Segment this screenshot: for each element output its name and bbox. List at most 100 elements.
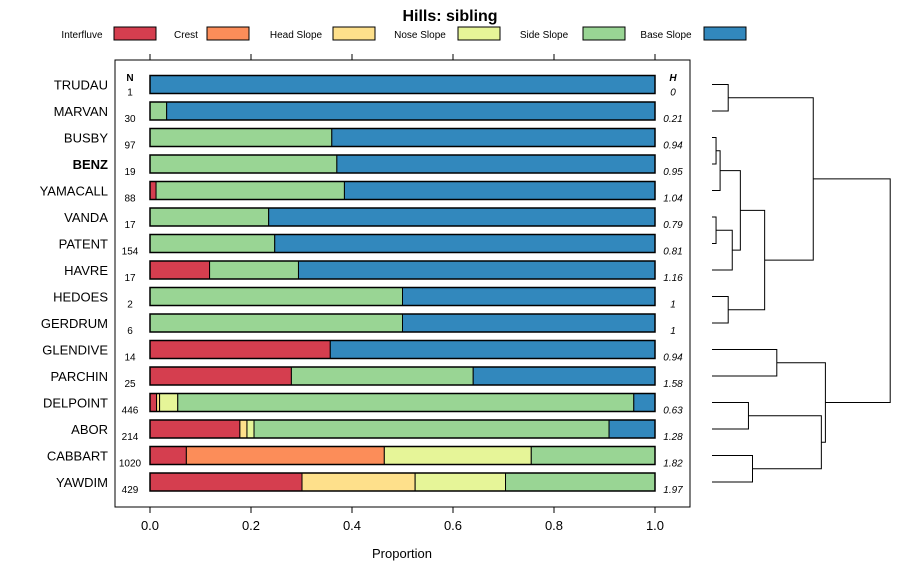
category-label: BENZ [73, 157, 108, 172]
legend-label-3: Head Slope [270, 30, 323, 41]
legend-label-1: Interfluve [61, 30, 103, 41]
n-value: 14 [124, 353, 136, 364]
dendrogram-branch-2 [712, 137, 717, 165]
n-value: 88 [124, 194, 136, 205]
bar-segment-side-slope [155, 181, 345, 200]
bar-segment-side-slope [505, 472, 656, 492]
legend-swatch-3 [332, 26, 376, 41]
category-label: HAVRE [64, 263, 108, 278]
n-value: 30 [124, 114, 136, 125]
x-tick-label-2: 0.2 [242, 518, 260, 533]
bar-segment-side-slope [149, 154, 338, 174]
bar-outline [149, 419, 656, 439]
bar-segment-side-slope [149, 313, 403, 333]
bar-outline [149, 472, 656, 492]
dendrogram-branch-1 [712, 84, 729, 112]
row-gerdrum: GERDRUM 6 1 [41, 313, 676, 337]
category-label: HEDOES [53, 290, 108, 305]
bar-segment-base-slope [268, 207, 656, 227]
bar-segment-base-slope [297, 260, 656, 280]
dendrogram [712, 84, 891, 483]
x-tick-label-6: 1.0 [646, 518, 664, 533]
bar-segment-side-slope [149, 207, 270, 227]
legend-swatch-6 [703, 26, 747, 41]
bar-segment-base-slope [402, 313, 656, 333]
row-yawdim: YAWDIM 429 1.97 [56, 472, 683, 496]
bar-segment-interfluve [149, 393, 158, 412]
category-label: TRUDAU [54, 78, 108, 93]
plot-frame [114, 59, 691, 508]
bar-segment-side-slope [177, 393, 635, 412]
h-value: 0.79 [663, 220, 683, 231]
bar-segment-base-slope [166, 101, 656, 121]
bar-segment-interfluve [149, 260, 211, 280]
bar-segment-side-slope [149, 234, 276, 253]
h-value: 0 [670, 88, 676, 99]
bar-segment-side-slope [149, 128, 333, 147]
row-patent: PATENT 154 0.81 [59, 233, 683, 258]
bar-segment-interfluve [149, 446, 187, 465]
dendrogram-branch-12 [712, 455, 753, 483]
h-value: 1 [670, 326, 676, 337]
chart-title: Hills: sibling [402, 8, 497, 25]
row-havre: HAVRE 17 1.16 [64, 260, 683, 284]
h-value: 1.97 [663, 485, 683, 496]
bar-outline [149, 180, 656, 201]
bar-segment-nose-slope [246, 419, 255, 439]
bar-outline [149, 260, 656, 280]
legend-swatch-2 [206, 26, 250, 41]
row-parchin: PARCHIN 25 1.58 [50, 366, 683, 390]
category-label: YAMACALL [40, 184, 108, 199]
category-label: PATENT [59, 237, 108, 252]
x-tick-label-4: 0.6 [444, 518, 462, 533]
top-axis-ticks [149, 54, 656, 60]
n-value: 429 [122, 485, 139, 496]
bar-segment-interfluve [149, 419, 241, 439]
dendrogram-branch-9 [728, 97, 814, 261]
h-value: 0.94 [663, 141, 683, 152]
bar-segment-base-slope [149, 75, 656, 94]
category-label: GERDRUM [41, 316, 108, 331]
n-value: 97 [124, 141, 136, 152]
bar-segment-side-slope [530, 446, 656, 465]
row-delpoint: DELPOINT 446 0.63 [43, 392, 683, 417]
bar-outline [149, 445, 656, 466]
x-tick-label-5: 0.8 [545, 518, 563, 533]
n-value: 1 [127, 88, 133, 99]
bar-segment-side-slope [253, 419, 610, 439]
legend-label-4: Nose Slope [394, 30, 446, 41]
h-value: 1.04 [663, 194, 683, 205]
n-value: 6 [127, 326, 133, 337]
n-value: 214 [122, 432, 139, 443]
n-value: 2 [127, 300, 133, 311]
bar-outline [149, 392, 656, 413]
dendrogram-branch-10 [712, 349, 778, 377]
h-value: 1.82 [663, 459, 683, 470]
bar-segment-base-slope [274, 234, 656, 253]
h-value: 0.95 [663, 167, 683, 178]
legend-label-2: Crest [174, 30, 198, 41]
bar-segment-base-slope [402, 287, 656, 306]
category-label: BUSBY [64, 131, 108, 146]
dendrogram-branch-5 [712, 229, 733, 271]
bar-segment-base-slope [329, 340, 656, 359]
bar-outline [149, 101, 656, 121]
h-value: 1.16 [663, 273, 683, 284]
row-cabbart: CABBART 1020 1.82 [47, 445, 683, 470]
dendrogram-branch-4 [712, 216, 717, 244]
dendrogram-branch-8 [728, 209, 766, 311]
dendrogram-branch-15 [813, 178, 891, 403]
n-value: 25 [124, 379, 136, 390]
h-value: 1.58 [663, 379, 683, 390]
bar-segment-base-slope [336, 154, 656, 174]
bar-segment-interfluve [149, 366, 292, 386]
bar-segment-base-slope [472, 366, 656, 386]
bar-segment-nose-slope [383, 446, 532, 465]
bar-segment-head-slope [239, 419, 248, 439]
legend-label-6: Base Slope [640, 30, 692, 41]
category-label: VANDA [64, 210, 108, 225]
x-tick-label-1: 0.0 [141, 518, 159, 533]
bar-outline [149, 154, 656, 174]
n-value: 1020 [119, 459, 142, 470]
